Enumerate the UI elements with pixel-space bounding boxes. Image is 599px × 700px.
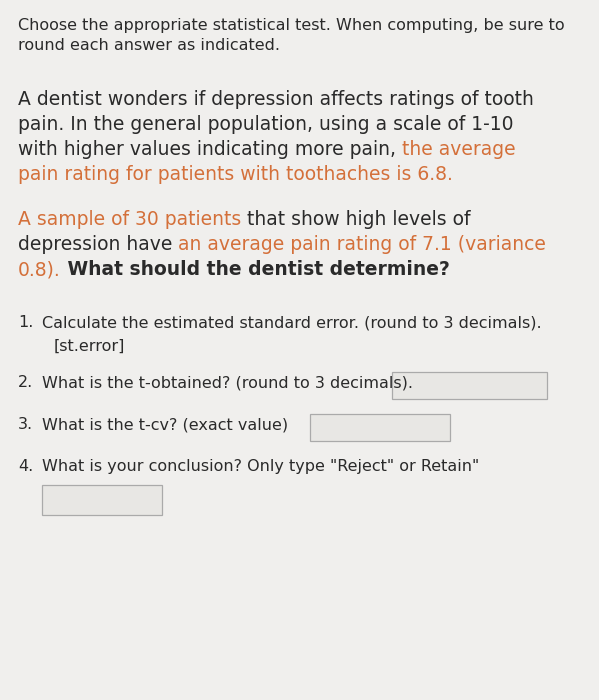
Text: [st.error]: [st.error] xyxy=(54,339,125,354)
Text: Calculate the estimated standard error. (round to 3 decimals).: Calculate the estimated standard error. … xyxy=(42,315,541,330)
Text: 4.: 4. xyxy=(18,459,34,474)
Text: What should the dentist determine?: What should the dentist determine? xyxy=(60,260,450,279)
Text: round each answer as indicated.: round each answer as indicated. xyxy=(18,38,280,53)
FancyBboxPatch shape xyxy=(310,414,450,441)
FancyBboxPatch shape xyxy=(392,372,547,399)
Text: Choose the appropriate statistical test. When computing, be sure to: Choose the appropriate statistical test.… xyxy=(18,18,565,33)
Text: What is the t-obtained? (round to 3 decimals).: What is the t-obtained? (round to 3 deci… xyxy=(42,375,413,390)
Text: 0.8).: 0.8). xyxy=(18,260,60,279)
Text: depression have: depression have xyxy=(18,235,179,254)
Text: with higher values indicating more pain,: with higher values indicating more pain, xyxy=(18,140,402,159)
Text: the average: the average xyxy=(402,140,516,159)
Text: pain. In the general population, using a scale of 1-10: pain. In the general population, using a… xyxy=(18,115,513,134)
Text: 1.: 1. xyxy=(18,315,34,330)
Text: What is the t-cv? (exact value): What is the t-cv? (exact value) xyxy=(42,417,288,432)
Text: that show high levels of: that show high levels of xyxy=(241,210,471,229)
Text: 2.: 2. xyxy=(18,375,34,390)
Text: pain rating for patients with toothaches is 6.8.: pain rating for patients with toothaches… xyxy=(18,165,453,184)
Text: A dentist wonders if depression affects ratings of tooth: A dentist wonders if depression affects … xyxy=(18,90,534,109)
Text: A sample of 30 patients: A sample of 30 patients xyxy=(18,210,241,229)
Text: an average pain rating of 7.1 (variance: an average pain rating of 7.1 (variance xyxy=(179,235,546,254)
Text: 3.: 3. xyxy=(18,417,33,432)
FancyBboxPatch shape xyxy=(42,485,162,515)
Text: What is your conclusion? Only type "Reject" or Retain": What is your conclusion? Only type "Reje… xyxy=(42,459,479,474)
